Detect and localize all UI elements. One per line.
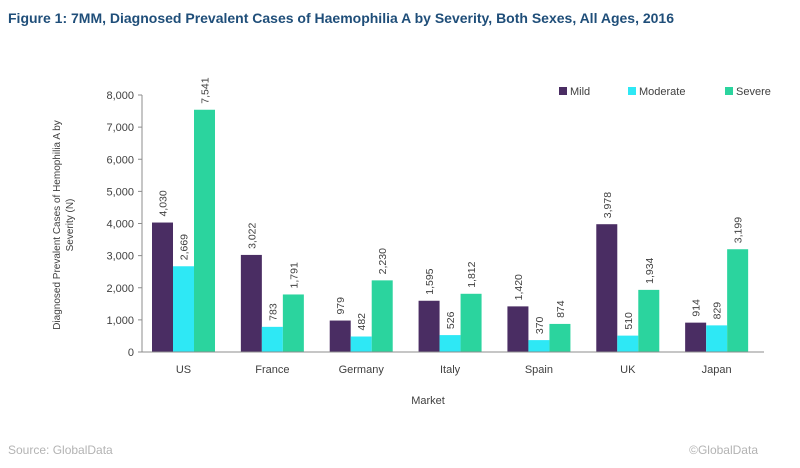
legend-swatch-moderate xyxy=(628,87,636,95)
bar-mild-japan xyxy=(685,322,707,352)
bar-mild-uk xyxy=(596,224,618,352)
bar-mild-italy xyxy=(418,300,440,352)
x-category-label: US xyxy=(176,364,191,376)
x-category-label: Spain xyxy=(525,364,553,376)
y-tick-label: 2,000 xyxy=(106,283,134,295)
bar-mild-france xyxy=(240,254,262,352)
bar-moderate-france xyxy=(261,326,283,352)
x-category-label: UK xyxy=(620,364,636,376)
x-axis-title: Market xyxy=(411,395,445,407)
data-label: 4,030 xyxy=(158,190,170,216)
y-axis-ticks: 0 1,000 2,000 3,000 4,000 5,000 6,000 7,000 8,00… xyxy=(106,90,142,359)
y-tick-label: 3,000 xyxy=(106,251,134,263)
figure-title: Figure 1: 7MM, Diagnosed Prevalent Cases… xyxy=(8,10,674,26)
x-category-label: Japan xyxy=(702,364,732,376)
bar-moderate-uk xyxy=(617,335,639,352)
bar-mild-germany xyxy=(329,320,351,352)
y-axis-title-line: Diagnosed Prevalent Cases of Hemophilia … xyxy=(52,120,63,330)
data-label: 3,022 xyxy=(246,222,258,248)
data-label: 510 xyxy=(623,312,635,330)
data-label: 2,230 xyxy=(377,248,389,274)
y-axis-title-line: Severity (N) xyxy=(65,199,76,252)
x-category-label: France xyxy=(255,364,289,376)
legend-swatch-mild xyxy=(559,87,567,95)
data-labels: 4,030 2,669 7,541 3,022 783 1,791 979 482 2,230 1… xyxy=(158,77,745,334)
y-tick-label: 7,000 xyxy=(106,122,134,134)
bar-severe-uk xyxy=(638,289,660,352)
data-label: 829 xyxy=(712,302,724,320)
bar-severe-us xyxy=(194,109,215,352)
legend-label-severe: Severe xyxy=(736,86,771,98)
copyright-note: ©GlobalData xyxy=(689,443,758,457)
data-label: 370 xyxy=(534,316,546,334)
legend-swatch-severe xyxy=(725,87,733,95)
source-note: Source: GlobalData xyxy=(8,443,113,457)
y-tick-label: 0 xyxy=(128,347,134,359)
x-category-label: Germany xyxy=(339,364,385,376)
x-axis-categories: US France Germany Italy Spain UK Japan xyxy=(176,364,732,376)
bars xyxy=(152,109,749,352)
y-axis-title: Diagnosed Prevalent Cases of Hemophilia … xyxy=(52,120,76,330)
bar-moderate-germany xyxy=(350,336,372,352)
bar-moderate-spain xyxy=(528,340,550,352)
data-label: 979 xyxy=(335,297,347,315)
bar-severe-france xyxy=(282,294,304,352)
y-tick-label: 6,000 xyxy=(106,154,134,166)
data-label: 3,978 xyxy=(602,192,614,218)
bar-severe-japan xyxy=(727,249,749,352)
x-category-label: Italy xyxy=(440,364,461,376)
y-tick-label: 4,000 xyxy=(106,219,134,231)
data-label: 783 xyxy=(267,303,279,321)
data-label: 526 xyxy=(445,311,457,329)
bar-severe-italy xyxy=(460,293,482,352)
data-label: 1,791 xyxy=(288,262,300,288)
bar-mild-us xyxy=(152,222,173,352)
data-label: 7,541 xyxy=(200,77,212,103)
legend-label-moderate: Moderate xyxy=(639,86,685,98)
data-label: 482 xyxy=(356,313,368,331)
y-tick-label: 8,000 xyxy=(106,90,134,102)
data-label: 1,934 xyxy=(644,257,656,283)
data-label: 1,812 xyxy=(466,261,478,287)
legend: Mild Moderate Severe xyxy=(559,86,771,98)
data-label: 1,595 xyxy=(424,268,436,294)
y-tick-label: 5,000 xyxy=(106,186,134,198)
data-label: 914 xyxy=(691,299,703,317)
bar-severe-spain xyxy=(549,323,571,352)
data-label: 3,199 xyxy=(733,217,745,243)
y-tick-label: 1,000 xyxy=(106,315,134,327)
legend-label-mild: Mild xyxy=(570,86,590,98)
bar-moderate-japan xyxy=(706,325,728,352)
data-label: 874 xyxy=(555,300,567,318)
data-label: 1,420 xyxy=(513,274,525,300)
bar-moderate-italy xyxy=(439,335,461,352)
bar-mild-spain xyxy=(507,306,529,352)
bar-moderate-us xyxy=(173,266,194,352)
bar-severe-germany xyxy=(371,280,393,352)
data-label: 2,669 xyxy=(179,234,191,260)
